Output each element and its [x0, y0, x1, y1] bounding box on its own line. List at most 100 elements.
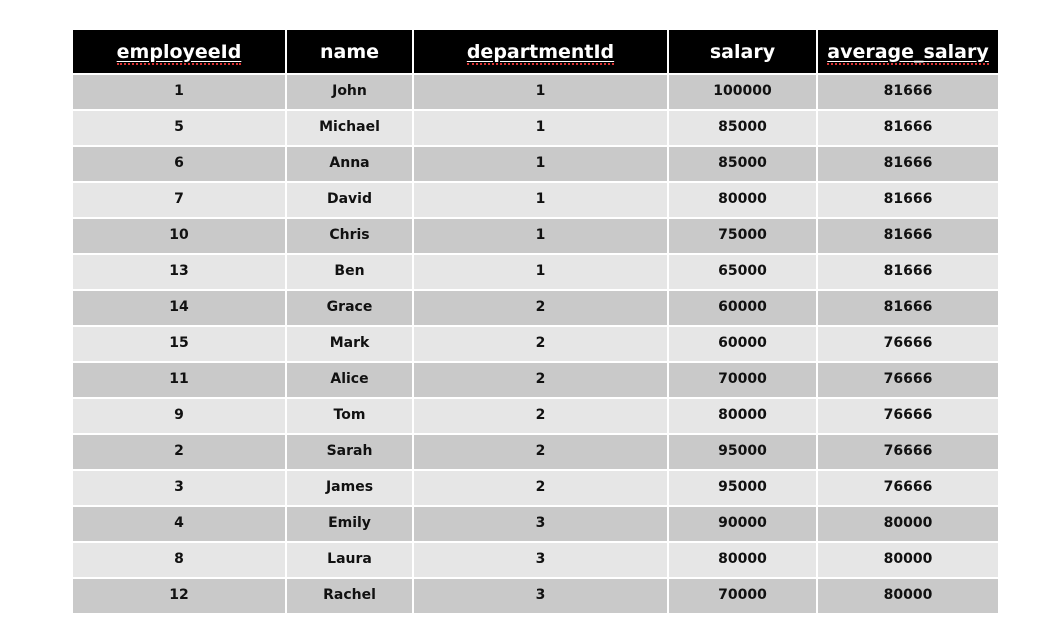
header-label: salary: [709, 40, 776, 63]
cell-name: Rachel: [285, 577, 414, 615]
cell-departmentid: 1: [412, 109, 669, 147]
cell-average-salary: 81666: [816, 289, 998, 327]
cell-average-salary: 81666: [816, 217, 998, 255]
cell-employeeid: 14: [73, 289, 287, 327]
cell-departmentid: 3: [412, 541, 669, 579]
cell-average-salary: 81666: [816, 253, 998, 291]
cell-departmentid: 1: [412, 217, 669, 255]
cell-name: Emily: [285, 505, 414, 543]
cell-salary: 85000: [667, 109, 818, 147]
table-row: 14 Grace 2 60000 81666: [73, 289, 998, 327]
cell-average-salary: 76666: [816, 433, 998, 471]
cell-departmentid: 1: [412, 73, 669, 111]
table-row: 2 Sarah 2 95000 76666: [73, 433, 998, 471]
cell-salary: 80000: [667, 181, 818, 219]
cell-name: Mark: [285, 325, 414, 363]
cell-average-salary: 76666: [816, 469, 998, 507]
cell-employeeid: 6: [73, 145, 287, 183]
cell-departmentid: 2: [412, 433, 669, 471]
header-departmentid: departmentId: [412, 30, 669, 75]
cell-average-salary: 80000: [816, 505, 998, 543]
header-label: departmentId: [466, 40, 615, 65]
cell-employeeid: 3: [73, 469, 287, 507]
cell-average-salary: 80000: [816, 541, 998, 579]
cell-employeeid: 8: [73, 541, 287, 579]
cell-salary: 80000: [667, 541, 818, 579]
cell-name: Grace: [285, 289, 414, 327]
table-row: 1 John 1 100000 81666: [73, 73, 998, 111]
cell-salary: 60000: [667, 289, 818, 327]
header-name: name: [285, 30, 414, 75]
cell-salary: 70000: [667, 361, 818, 399]
header-label: name: [319, 40, 380, 63]
table-row: 11 Alice 2 70000 76666: [73, 361, 998, 399]
table-row: 10 Chris 1 75000 81666: [73, 217, 998, 255]
cell-departmentid: 3: [412, 577, 669, 615]
cell-departmentid: 2: [412, 289, 669, 327]
cell-average-salary: 81666: [816, 73, 998, 111]
cell-departmentid: 2: [412, 325, 669, 363]
cell-salary: 60000: [667, 325, 818, 363]
cell-departmentid: 1: [412, 145, 669, 183]
header-average-salary: average_salary: [816, 30, 998, 75]
cell-departmentid: 3: [412, 505, 669, 543]
cell-name: John: [285, 73, 414, 111]
cell-name: Ben: [285, 253, 414, 291]
cell-salary: 65000: [667, 253, 818, 291]
cell-salary: 85000: [667, 145, 818, 183]
cell-average-salary: 80000: [816, 577, 998, 615]
cell-departmentid: 1: [412, 253, 669, 291]
cell-employeeid: 10: [73, 217, 287, 255]
cell-name: Anna: [285, 145, 414, 183]
table-row: 4 Emily 3 90000 80000: [73, 505, 998, 543]
cell-employeeid: 13: [73, 253, 287, 291]
cell-average-salary: 76666: [816, 361, 998, 399]
cell-departmentid: 2: [412, 397, 669, 435]
cell-average-salary: 81666: [816, 109, 998, 147]
table-row: 5 Michael 1 85000 81666: [73, 109, 998, 147]
cell-average-salary: 81666: [816, 181, 998, 219]
cell-salary: 70000: [667, 577, 818, 615]
cell-employeeid: 11: [73, 361, 287, 399]
cell-salary: 80000: [667, 397, 818, 435]
cell-departmentid: 1: [412, 181, 669, 219]
cell-departmentid: 2: [412, 361, 669, 399]
cell-salary: 75000: [667, 217, 818, 255]
cell-average-salary: 76666: [816, 397, 998, 435]
header-salary: salary: [667, 30, 818, 75]
header-employeeid: employeeId: [73, 30, 287, 75]
header-row: employeeId name departmentId salary aver…: [73, 30, 998, 75]
table-row: 12 Rachel 3 70000 80000: [73, 577, 998, 615]
cell-salary: 95000: [667, 433, 818, 471]
cell-name: Michael: [285, 109, 414, 147]
cell-salary: 90000: [667, 505, 818, 543]
table-row: 8 Laura 3 80000 80000: [73, 541, 998, 579]
cell-name: Tom: [285, 397, 414, 435]
cell-employeeid: 5: [73, 109, 287, 147]
header-label: average_salary: [827, 40, 989, 65]
header-label: employeeId: [116, 40, 242, 65]
cell-salary: 95000: [667, 469, 818, 507]
data-table: employeeId name departmentId salary aver…: [73, 30, 998, 615]
cell-average-salary: 81666: [816, 145, 998, 183]
cell-average-salary: 76666: [816, 325, 998, 363]
table-row: 6 Anna 1 85000 81666: [73, 145, 998, 183]
cell-employeeid: 7: [73, 181, 287, 219]
table-row: 9 Tom 2 80000 76666: [73, 397, 998, 435]
cell-employeeid: 1: [73, 73, 287, 111]
cell-name: James: [285, 469, 414, 507]
cell-name: Chris: [285, 217, 414, 255]
cell-salary: 100000: [667, 73, 818, 111]
cell-name: Alice: [285, 361, 414, 399]
table-row: 7 David 1 80000 81666: [73, 181, 998, 219]
cell-employeeid: 4: [73, 505, 287, 543]
table-row: 15 Mark 2 60000 76666: [73, 325, 998, 363]
cell-name: Laura: [285, 541, 414, 579]
cell-departmentid: 2: [412, 469, 669, 507]
cell-employeeid: 9: [73, 397, 287, 435]
cell-employeeid: 12: [73, 577, 287, 615]
cell-name: Sarah: [285, 433, 414, 471]
cell-employeeid: 15: [73, 325, 287, 363]
cell-employeeid: 2: [73, 433, 287, 471]
table-row: 13 Ben 1 65000 81666: [73, 253, 998, 291]
